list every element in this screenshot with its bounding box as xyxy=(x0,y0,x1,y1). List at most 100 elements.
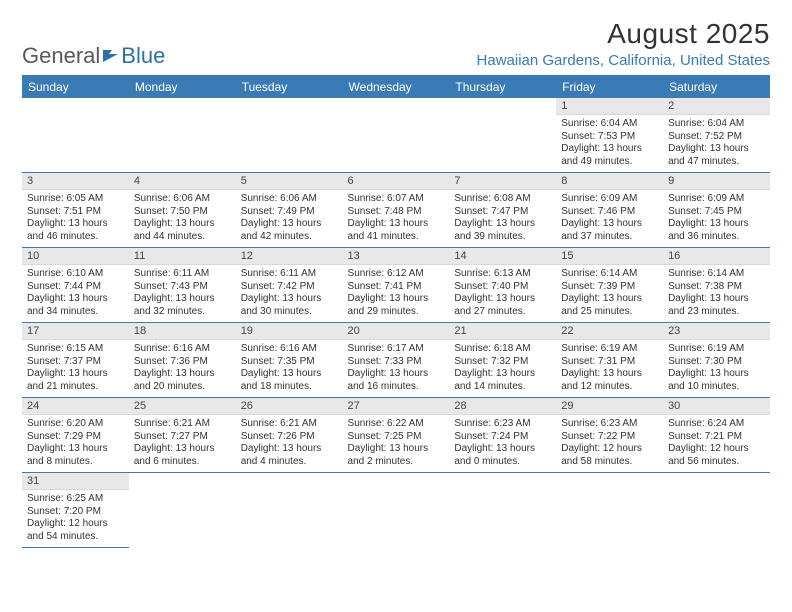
day-number-empty xyxy=(663,473,770,489)
daylight-text: Daylight: 13 hours and 39 minutes. xyxy=(454,218,551,243)
day-info: Sunrise: 6:16 AMSunset: 7:35 PMDaylight:… xyxy=(236,340,343,397)
calendar-cell: 14Sunrise: 6:13 AMSunset: 7:40 PMDayligh… xyxy=(449,248,556,323)
sunrise-text: Sunrise: 6:21 AM xyxy=(241,418,338,431)
day-info: Sunrise: 6:14 AMSunset: 7:39 PMDaylight:… xyxy=(556,265,663,322)
sunset-text: Sunset: 7:42 PM xyxy=(241,281,338,294)
calendar-cell: 10Sunrise: 6:10 AMSunset: 7:44 PMDayligh… xyxy=(22,248,129,323)
day-number: 22 xyxy=(556,323,663,340)
sunrise-text: Sunrise: 6:13 AM xyxy=(454,268,551,281)
daylight-text: Daylight: 13 hours and 4 minutes. xyxy=(241,443,338,468)
day-info: Sunrise: 6:19 AMSunset: 7:31 PMDaylight:… xyxy=(556,340,663,397)
calendar-cell: 16Sunrise: 6:14 AMSunset: 7:38 PMDayligh… xyxy=(663,248,770,323)
sunset-text: Sunset: 7:53 PM xyxy=(561,131,658,144)
day-number-empty xyxy=(129,473,236,489)
daylight-text: Daylight: 13 hours and 34 minutes. xyxy=(27,293,124,318)
day-info: Sunrise: 6:08 AMSunset: 7:47 PMDaylight:… xyxy=(449,190,556,247)
daylight-text: Daylight: 13 hours and 8 minutes. xyxy=(27,443,124,468)
daylight-text: Daylight: 13 hours and 14 minutes. xyxy=(454,368,551,393)
day-header: Thursday xyxy=(449,76,556,99)
sunrise-text: Sunrise: 6:23 AM xyxy=(561,418,658,431)
calendar-week-row: 24Sunrise: 6:20 AMSunset: 7:29 PMDayligh… xyxy=(22,398,770,473)
day-number-empty xyxy=(556,473,663,489)
month-title: August 2025 xyxy=(477,18,770,50)
logo-text-blue: Blue xyxy=(121,43,165,69)
daylight-text: Daylight: 13 hours and 10 minutes. xyxy=(668,368,765,393)
calendar-cell: 22Sunrise: 6:19 AMSunset: 7:31 PMDayligh… xyxy=(556,323,663,398)
day-info: Sunrise: 6:04 AMSunset: 7:53 PMDaylight:… xyxy=(556,115,663,172)
day-info: Sunrise: 6:07 AMSunset: 7:48 PMDaylight:… xyxy=(343,190,450,247)
day-number: 25 xyxy=(129,398,236,415)
day-number: 6 xyxy=(343,173,450,190)
day-info: Sunrise: 6:05 AMSunset: 7:51 PMDaylight:… xyxy=(22,190,129,247)
calendar-cell: 27Sunrise: 6:22 AMSunset: 7:25 PMDayligh… xyxy=(343,398,450,473)
day-info: Sunrise: 6:21 AMSunset: 7:26 PMDaylight:… xyxy=(236,415,343,472)
calendar-cell xyxy=(449,473,556,548)
day-number-empty xyxy=(236,473,343,489)
daylight-text: Daylight: 13 hours and 42 minutes. xyxy=(241,218,338,243)
sunrise-text: Sunrise: 6:14 AM xyxy=(668,268,765,281)
daylight-text: Daylight: 13 hours and 20 minutes. xyxy=(134,368,231,393)
daylight-text: Daylight: 13 hours and 0 minutes. xyxy=(454,443,551,468)
day-number: 15 xyxy=(556,248,663,265)
sunrise-text: Sunrise: 6:11 AM xyxy=(134,268,231,281)
calendar-cell: 18Sunrise: 6:16 AMSunset: 7:36 PMDayligh… xyxy=(129,323,236,398)
day-number: 7 xyxy=(449,173,556,190)
day-number: 9 xyxy=(663,173,770,190)
sunrise-text: Sunrise: 6:22 AM xyxy=(348,418,445,431)
sunrise-text: Sunrise: 6:04 AM xyxy=(668,118,765,131)
calendar-cell: 19Sunrise: 6:16 AMSunset: 7:35 PMDayligh… xyxy=(236,323,343,398)
day-info: Sunrise: 6:19 AMSunset: 7:30 PMDaylight:… xyxy=(663,340,770,397)
day-info: Sunrise: 6:09 AMSunset: 7:45 PMDaylight:… xyxy=(663,190,770,247)
sunset-text: Sunset: 7:30 PM xyxy=(668,356,765,369)
daylight-text: Daylight: 13 hours and 23 minutes. xyxy=(668,293,765,318)
calendar-cell: 4Sunrise: 6:06 AMSunset: 7:50 PMDaylight… xyxy=(129,173,236,248)
sunrise-text: Sunrise: 6:05 AM xyxy=(27,193,124,206)
day-info: Sunrise: 6:13 AMSunset: 7:40 PMDaylight:… xyxy=(449,265,556,322)
calendar-cell xyxy=(129,473,236,548)
calendar-cell xyxy=(129,98,236,173)
day-info: Sunrise: 6:21 AMSunset: 7:27 PMDaylight:… xyxy=(129,415,236,472)
sunrise-text: Sunrise: 6:24 AM xyxy=(668,418,765,431)
calendar-cell xyxy=(343,473,450,548)
sunset-text: Sunset: 7:33 PM xyxy=(348,356,445,369)
flag-icon xyxy=(102,44,120,70)
day-info: Sunrise: 6:16 AMSunset: 7:36 PMDaylight:… xyxy=(129,340,236,397)
daylight-text: Daylight: 13 hours and 25 minutes. xyxy=(561,293,658,318)
day-info: Sunrise: 6:11 AMSunset: 7:43 PMDaylight:… xyxy=(129,265,236,322)
calendar-cell: 2Sunrise: 6:04 AMSunset: 7:52 PMDaylight… xyxy=(663,98,770,173)
daylight-text: Daylight: 13 hours and 44 minutes. xyxy=(134,218,231,243)
day-number: 21 xyxy=(449,323,556,340)
sunset-text: Sunset: 7:52 PM xyxy=(668,131,765,144)
sunset-text: Sunset: 7:26 PM xyxy=(241,431,338,444)
day-number: 10 xyxy=(22,248,129,265)
sunrise-text: Sunrise: 6:21 AM xyxy=(134,418,231,431)
day-header: Wednesday xyxy=(343,76,450,99)
sunset-text: Sunset: 7:29 PM xyxy=(27,431,124,444)
sunset-text: Sunset: 7:25 PM xyxy=(348,431,445,444)
calendar-cell: 7Sunrise: 6:08 AMSunset: 7:47 PMDaylight… xyxy=(449,173,556,248)
day-number-empty xyxy=(129,98,236,114)
calendar-cell: 8Sunrise: 6:09 AMSunset: 7:46 PMDaylight… xyxy=(556,173,663,248)
day-info: Sunrise: 6:04 AMSunset: 7:52 PMDaylight:… xyxy=(663,115,770,172)
sunset-text: Sunset: 7:40 PM xyxy=(454,281,551,294)
sunset-text: Sunset: 7:39 PM xyxy=(561,281,658,294)
day-info: Sunrise: 6:17 AMSunset: 7:33 PMDaylight:… xyxy=(343,340,450,397)
sunset-text: Sunset: 7:49 PM xyxy=(241,206,338,219)
day-info: Sunrise: 6:10 AMSunset: 7:44 PMDaylight:… xyxy=(22,265,129,322)
daylight-text: Daylight: 13 hours and 27 minutes. xyxy=(454,293,551,318)
calendar-cell: 20Sunrise: 6:17 AMSunset: 7:33 PMDayligh… xyxy=(343,323,450,398)
sunrise-text: Sunrise: 6:12 AM xyxy=(348,268,445,281)
day-number: 18 xyxy=(129,323,236,340)
calendar-cell: 1Sunrise: 6:04 AMSunset: 7:53 PMDaylight… xyxy=(556,98,663,173)
daylight-text: Daylight: 13 hours and 2 minutes. xyxy=(348,443,445,468)
calendar-cell: 25Sunrise: 6:21 AMSunset: 7:27 PMDayligh… xyxy=(129,398,236,473)
calendar-cell: 15Sunrise: 6:14 AMSunset: 7:39 PMDayligh… xyxy=(556,248,663,323)
day-header-row: SundayMondayTuesdayWednesdayThursdayFrid… xyxy=(22,76,770,99)
sunrise-text: Sunrise: 6:16 AM xyxy=(241,343,338,356)
sunset-text: Sunset: 7:51 PM xyxy=(27,206,124,219)
calendar-cell xyxy=(449,98,556,173)
daylight-text: Daylight: 13 hours and 36 minutes. xyxy=(668,218,765,243)
day-number-empty xyxy=(22,98,129,114)
calendar-cell xyxy=(556,473,663,548)
calendar-cell: 21Sunrise: 6:18 AMSunset: 7:32 PMDayligh… xyxy=(449,323,556,398)
